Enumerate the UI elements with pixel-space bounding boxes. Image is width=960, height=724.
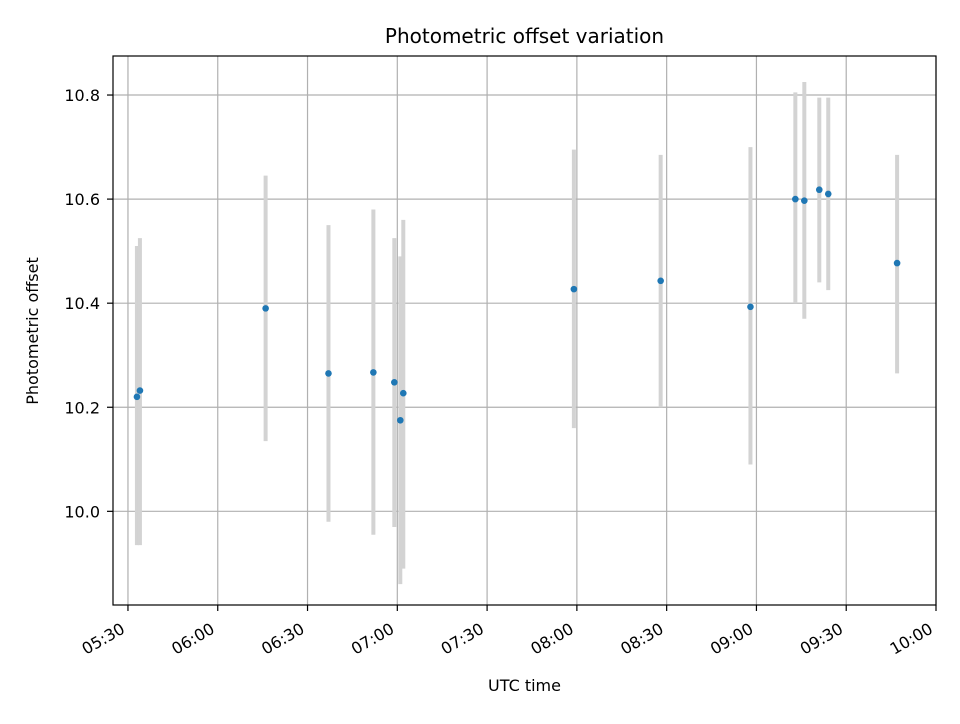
data-point (262, 305, 269, 312)
data-point (824, 190, 832, 198)
data-point (815, 186, 823, 194)
data-point (136, 387, 144, 394)
data-point (657, 277, 664, 285)
tick-layer (107, 94, 937, 611)
data-point (370, 369, 377, 376)
data-point (747, 303, 754, 311)
data-point (133, 393, 141, 401)
plot-frame (112, 55, 937, 606)
data-point (801, 197, 808, 204)
data-point (570, 285, 578, 293)
y-tick-label: 10.8 (64, 86, 100, 105)
y-tick-label: 10.2 (64, 398, 100, 417)
point-layer (133, 186, 901, 424)
chart-title: Photometric offset variation (385, 24, 664, 48)
y-tick-label: 10.6 (64, 190, 100, 209)
x-axis-title: UTC time (488, 676, 561, 695)
data-point (893, 259, 901, 267)
data-point (325, 370, 332, 377)
y-tick-label: 10.0 (64, 502, 100, 521)
y-tick-label: 10.4 (64, 294, 100, 313)
grid-layer (113, 56, 937, 605)
data-point (391, 378, 398, 386)
data-point (399, 389, 407, 397)
data-point (792, 195, 799, 203)
data-point (397, 416, 404, 424)
y-axis-title: Photometric offset (23, 257, 42, 405)
